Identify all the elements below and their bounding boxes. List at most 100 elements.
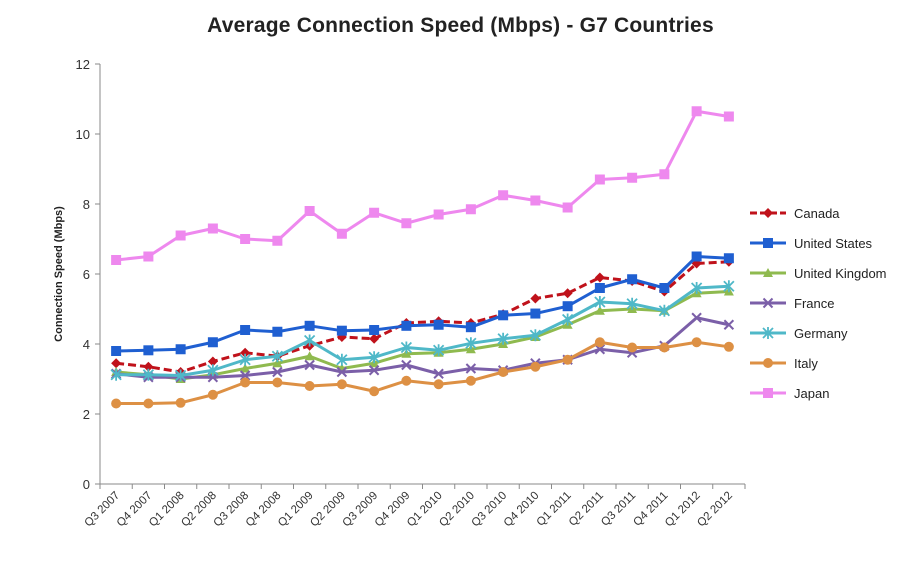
- data-point-germany: [142, 368, 155, 381]
- data-point-germany: [400, 341, 413, 354]
- data-point-japan: [659, 169, 670, 180]
- data-point-united-kingdom: [240, 363, 251, 373]
- x-tick-label: Q4 2010: [502, 490, 542, 530]
- y-tick-label: 4: [83, 337, 90, 352]
- series-layer: [110, 106, 735, 409]
- data-point-united-states: [143, 345, 154, 356]
- data-point-france: [272, 366, 283, 378]
- legend-entry-united-states: United States: [750, 236, 873, 251]
- series-united-states: [111, 251, 734, 356]
- data-point-italy: [207, 389, 218, 400]
- data-point-united-states: [498, 310, 509, 321]
- series-line-united-states: [116, 255, 729, 353]
- data-point-canada: [111, 358, 122, 369]
- y-axis-title: Connection Speed (Mbps): [53, 206, 65, 342]
- data-point-japan: [240, 234, 251, 244]
- data-point-united-states: [433, 319, 444, 330]
- data-point-japan: [401, 218, 412, 229]
- y-tick-label: 10: [76, 127, 90, 142]
- series-japan: [111, 106, 734, 265]
- legend-label: France: [794, 296, 834, 311]
- legend-entry-germany: Germany: [750, 326, 848, 341]
- legend-label: United States: [794, 236, 873, 251]
- y-tick-label: 12: [76, 57, 90, 72]
- data-point-italy: [143, 398, 154, 409]
- legend-label: Italy: [794, 356, 818, 371]
- data-point-france: [691, 312, 702, 323]
- y-tick-label: 2: [83, 407, 90, 422]
- x-tick-label: Q3 2011: [599, 490, 638, 529]
- series-germany: [110, 280, 735, 382]
- data-point-japan: [627, 172, 638, 183]
- data-point-italy: [272, 377, 283, 388]
- data-point-canada: [530, 293, 541, 304]
- legend-label: United Kingdom: [794, 266, 887, 281]
- series-france: [110, 312, 735, 383]
- series-canada: [111, 256, 734, 377]
- data-point-italy: [240, 377, 251, 388]
- data-point-united-states: [594, 283, 605, 293]
- y-tick-label: 8: [83, 197, 90, 212]
- data-point-germany: [594, 296, 606, 308]
- data-point-italy: [723, 341, 734, 352]
- data-point-germany: [432, 344, 445, 357]
- data-point-united-states: [207, 337, 218, 348]
- legend-marker: [762, 327, 774, 339]
- data-point-italy: [498, 367, 509, 377]
- data-point-germany: [723, 280, 735, 293]
- data-point-france: [433, 368, 444, 379]
- data-point-united-states: [111, 346, 122, 356]
- data-point-france: [368, 365, 380, 376]
- data-point-italy: [594, 337, 605, 348]
- legend-entry-france: France: [750, 296, 834, 311]
- data-point-united-states: [627, 274, 638, 285]
- data-point-italy: [369, 386, 380, 397]
- data-point-france: [465, 363, 477, 374]
- data-point-france: [723, 319, 735, 330]
- data-point-germany: [271, 350, 284, 363]
- data-point-canada: [369, 333, 380, 344]
- data-point-france: [304, 359, 315, 371]
- data-point-japan: [369, 207, 380, 218]
- data-point-germany: [110, 368, 122, 381]
- data-point-japan: [691, 106, 702, 117]
- legend-marker: [763, 358, 773, 368]
- data-point-italy: [465, 375, 476, 386]
- data-point-canada: [207, 356, 218, 367]
- data-point-germany: [336, 353, 348, 366]
- data-point-japan: [530, 195, 541, 206]
- series-line-japan: [115, 109, 730, 262]
- data-point-japan: [465, 204, 476, 215]
- data-point-united-kingdom: [304, 351, 315, 361]
- data-point-japan: [207, 223, 218, 234]
- legend-marker: [762, 297, 774, 309]
- data-point-italy: [691, 337, 702, 348]
- data-point-canada: [562, 288, 573, 299]
- data-point-germany: [465, 337, 477, 350]
- legend-entry-canada: Canada: [750, 206, 840, 221]
- legend-label: Canada: [794, 206, 840, 221]
- legend-label: Japan: [794, 386, 829, 401]
- data-point-germany: [561, 313, 574, 326]
- data-point-japan: [111, 255, 122, 265]
- data-point-united-kingdom: [594, 305, 605, 315]
- legend-entry-united-kingdom: United Kingdom: [750, 266, 887, 281]
- data-point-united-states: [530, 308, 541, 319]
- legend: Canada United States United Kingdom France G…: [750, 206, 887, 401]
- data-point-united-states: [272, 326, 283, 337]
- data-point-united-states: [465, 322, 476, 333]
- legend-entry-italy: Italy: [750, 356, 818, 371]
- chart-title: Average Connection Speed (Mbps) - G7 Cou…: [207, 14, 714, 37]
- data-point-canada: [143, 361, 154, 372]
- data-point-united-kingdom: [272, 358, 283, 368]
- data-point-japan: [723, 111, 734, 122]
- legend-entry-japan: Japan: [750, 386, 829, 401]
- data-point-italy: [111, 398, 122, 409]
- data-point-japan: [304, 206, 315, 216]
- data-point-united-states: [401, 320, 412, 331]
- series-line-italy: [116, 340, 730, 405]
- data-point-germany: [174, 369, 187, 382]
- data-point-italy: [304, 381, 315, 391]
